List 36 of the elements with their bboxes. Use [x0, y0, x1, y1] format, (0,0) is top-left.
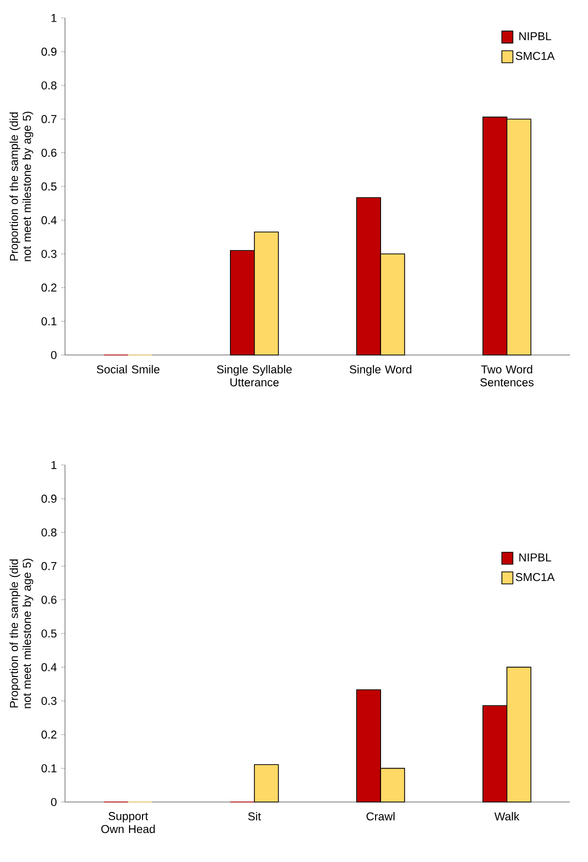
- y-tick-label: 0.7: [42, 115, 56, 124]
- x-tick-label: Two Word Sentences: [480, 365, 534, 386]
- y-tick-label: 1: [51, 14, 56, 22]
- y-tick-label: 0.9: [42, 494, 56, 503]
- y-tick-label: 0.6: [42, 148, 56, 157]
- y-axis-title: Proportion of the sample (did not meet milestone by age 5): [10, 112, 34, 262]
- y-tick-label: 0.2: [42, 730, 56, 739]
- legend-label: SMC1A: [516, 573, 555, 582]
- y-tick-label: 0.8: [42, 528, 56, 536]
- legend-label: NIPBL: [519, 32, 552, 40]
- y-tick-label: 0.4: [42, 216, 57, 224]
- legend-label: SMC1A: [516, 52, 555, 60]
- y-tick-label: 0.4: [42, 663, 57, 672]
- y-tick-label: 0.9: [42, 48, 56, 56]
- y-tick-label: 1: [51, 461, 56, 469]
- y-tick-label: 0.3: [42, 250, 56, 258]
- x-tick-label: Single Syllable Utterance: [216, 365, 292, 386]
- y-tick-label: 0.8: [42, 81, 56, 90]
- y-tick-label: 0.1: [42, 317, 56, 326]
- y-tick-label: 0.2: [42, 284, 56, 292]
- y-tick-label: 0: [51, 798, 57, 806]
- x-tick-label: Walk: [494, 812, 520, 820]
- y-tick-label: 0.3: [42, 696, 56, 705]
- y-tick-label: 0.1: [42, 764, 56, 772]
- y-tick-label: 0.7: [42, 562, 56, 570]
- y-tick-label: 0: [51, 350, 57, 360]
- x-tick-label: Single Word: [350, 365, 412, 376]
- y-tick-label: 0.5: [42, 629, 56, 638]
- x-tick-label: Sit: [248, 812, 261, 820]
- y-axis-title: Proportion of the sample (did not meet milestone by age 5): [10, 558, 34, 708]
- legend-label: NIPBL: [519, 553, 552, 562]
- y-tick-label: 0.5: [42, 182, 56, 191]
- y-tick-label: 0.6: [42, 596, 56, 604]
- x-tick-label: Crawl: [366, 812, 394, 820]
- x-tick-label: Social Smile: [96, 365, 160, 374]
- x-tick-label: Support Own Head: [101, 812, 155, 834]
